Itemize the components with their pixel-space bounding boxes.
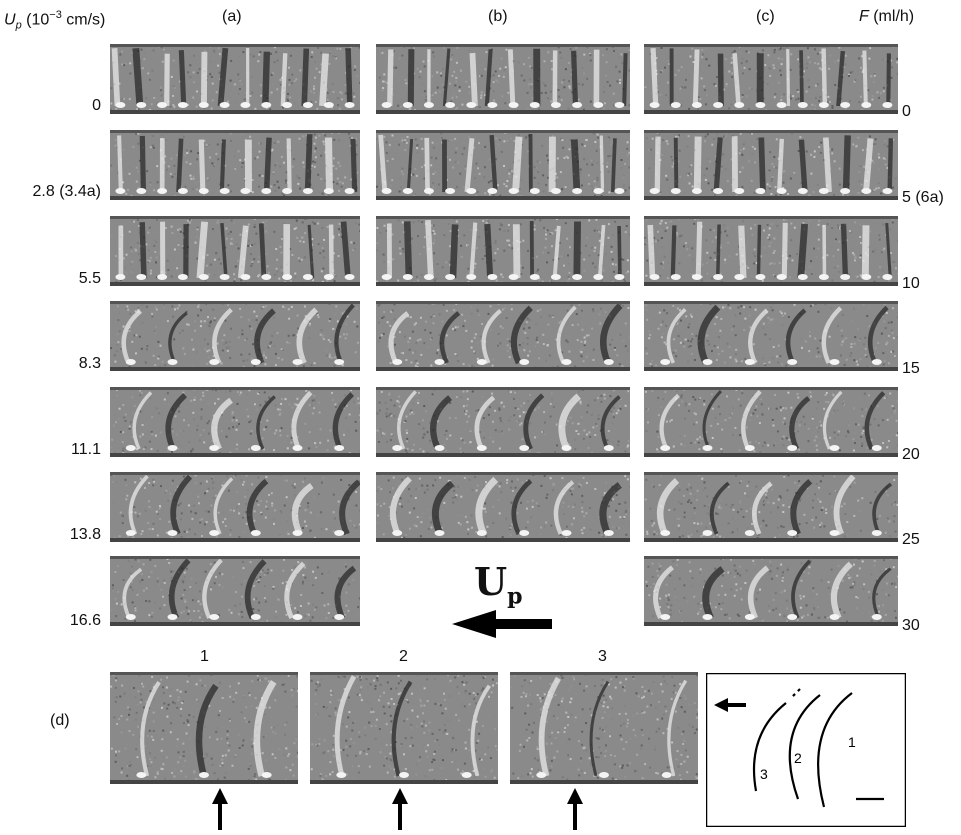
panel-b-1: [376, 130, 630, 200]
f-value-3: 15: [902, 360, 920, 377]
f-value-6: 30: [902, 617, 920, 634]
panel-a-0: [110, 44, 360, 114]
column-label-a: (a): [222, 8, 242, 25]
up-arrow-icon-3: [567, 788, 583, 830]
panel-c-4: [644, 387, 898, 457]
f-value-4: 20: [902, 446, 920, 463]
panel-b-5: [376, 472, 630, 542]
up-arrow-icon-2: [392, 788, 408, 830]
up-arrow-label: Up: [474, 559, 523, 610]
panel-a-1: [110, 130, 360, 200]
row-label-d: (d): [50, 712, 70, 729]
column-label-c: (c): [756, 8, 775, 25]
frame-label-2: 2: [399, 648, 408, 665]
left-arrow-icon: [452, 610, 552, 638]
panel-b-3: [376, 301, 630, 371]
panel-d-1: [110, 672, 298, 784]
sketch-label-1: 1: [848, 734, 856, 750]
frame-label-1: 1: [200, 648, 209, 665]
panel-a-5: [110, 472, 360, 542]
panel-a-3: [110, 301, 360, 371]
up-value-0: 0: [92, 97, 101, 114]
up-arrow-icon-1: [212, 788, 228, 830]
f-value-1: 5 (6a): [902, 189, 944, 206]
panel-d-2: [310, 672, 498, 784]
sketch-label-2: 2: [794, 750, 802, 766]
up-value-3: 8.3: [78, 355, 101, 372]
panel-a-2: [110, 216, 360, 286]
f-value-5: 25: [902, 531, 920, 548]
up-value-4: 11.1: [71, 441, 101, 458]
panel-c-2: [644, 216, 898, 286]
panel-a-6: [110, 556, 360, 626]
up-value-5: 13.8: [69, 526, 101, 543]
f-axis-label: F (ml/h): [859, 8, 915, 25]
up-value-6: 16.6: [69, 612, 101, 629]
up-axis-label: Up (10−3 cm/s): [4, 9, 106, 32]
panel-c-6: [644, 556, 898, 626]
f-value-2: 10: [902, 275, 920, 292]
sketch-label-3: 3: [760, 766, 768, 782]
panel-b-0: [376, 44, 630, 114]
panel-c-5: [644, 472, 898, 542]
panel-b-4: [376, 387, 630, 457]
panel-c-0: [644, 44, 898, 114]
up-value-2: 5.5: [78, 270, 101, 287]
panel-d-3: [510, 672, 698, 784]
panel-b-2: [376, 216, 630, 286]
frame-label-3: 3: [598, 648, 607, 665]
panel-c-1: [644, 130, 898, 200]
curve-sketch: 1 2 3: [706, 673, 906, 827]
panel-a-4: [110, 387, 360, 457]
column-label-b: (b): [488, 8, 508, 25]
up-value-1: 2.8 (3.4a): [32, 183, 101, 200]
f-value-0: 0: [902, 103, 911, 120]
panel-c-3: [644, 301, 898, 371]
